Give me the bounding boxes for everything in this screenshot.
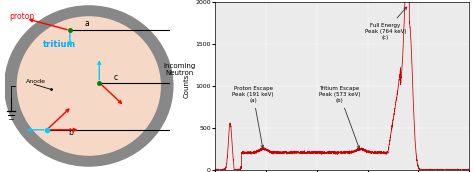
Text: Proton Escape
Peak (191 keV)
(a): Proton Escape Peak (191 keV) (a) <box>232 86 274 148</box>
Text: c: c <box>114 73 118 82</box>
Text: Anode: Anode <box>26 79 46 84</box>
Text: Full Energy
Peak (764 keV)
(c): Full Energy Peak (764 keV) (c) <box>365 7 407 40</box>
Text: tritium: tritium <box>43 40 76 49</box>
Text: proton: proton <box>9 12 34 21</box>
Ellipse shape <box>5 6 173 166</box>
Text: b: b <box>68 128 73 137</box>
Y-axis label: Counts: Counts <box>183 74 190 98</box>
Text: Incoming
Neutron: Incoming Neutron <box>163 63 195 76</box>
Text: Tritium Escape
Peak (573 keV)
(b): Tritium Escape Peak (573 keV) (b) <box>319 86 360 149</box>
Ellipse shape <box>18 17 160 155</box>
Text: a: a <box>84 19 89 28</box>
